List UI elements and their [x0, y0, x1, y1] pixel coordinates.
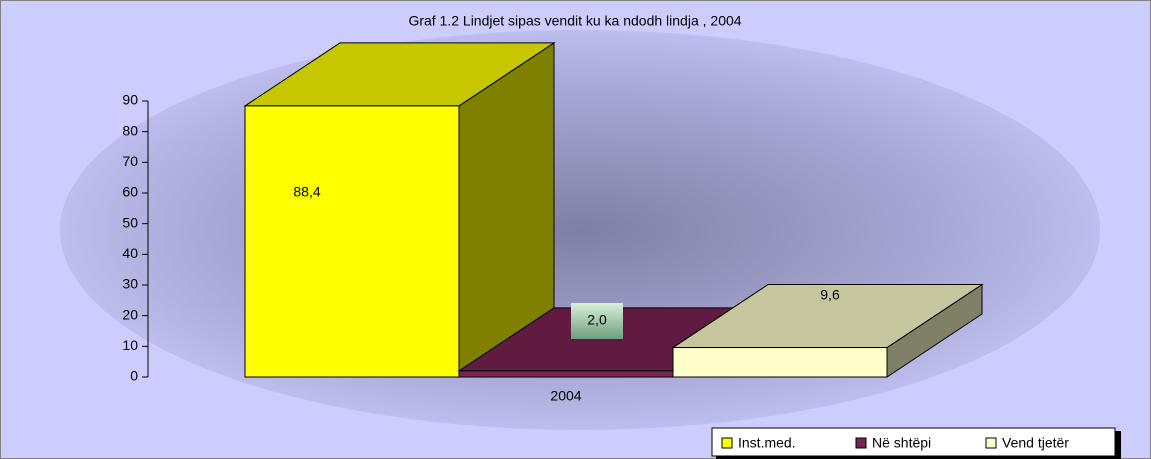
y-tick-label: 40	[122, 245, 138, 261]
y-tick-label: 90	[122, 92, 138, 108]
y-tick-label: 20	[122, 306, 138, 322]
legend	[711, 427, 1116, 457]
legend-swatch	[985, 437, 997, 449]
y-tick-label: 80	[122, 122, 138, 138]
bar	[672, 347, 888, 378]
y-tick-label: 10	[122, 337, 138, 353]
y-tick-label: 60	[122, 184, 138, 200]
legend-swatch	[721, 437, 733, 449]
data-label: 88,4	[293, 184, 320, 200]
bar	[244, 105, 460, 378]
chart-title: Graf 1.2 Lindjet sipas vendit ku ka ndod…	[408, 13, 741, 29]
y-tick-label: 50	[122, 214, 138, 230]
data-label: 2,0	[587, 312, 607, 328]
legend-label: Në shtëpi	[872, 435, 931, 451]
y-tick-label: 0	[130, 368, 138, 384]
data-label: 9,6	[820, 287, 840, 303]
y-tick-label: 70	[122, 153, 138, 169]
legend-swatch	[855, 437, 867, 449]
data-label-box	[571, 303, 623, 339]
legend-label: Inst.med.	[738, 435, 796, 451]
legend-label: Vend tjetër	[1002, 435, 1069, 451]
bar	[458, 370, 674, 378]
x-tick-label: 2004	[550, 388, 581, 404]
y-tick-label: 30	[122, 276, 138, 292]
